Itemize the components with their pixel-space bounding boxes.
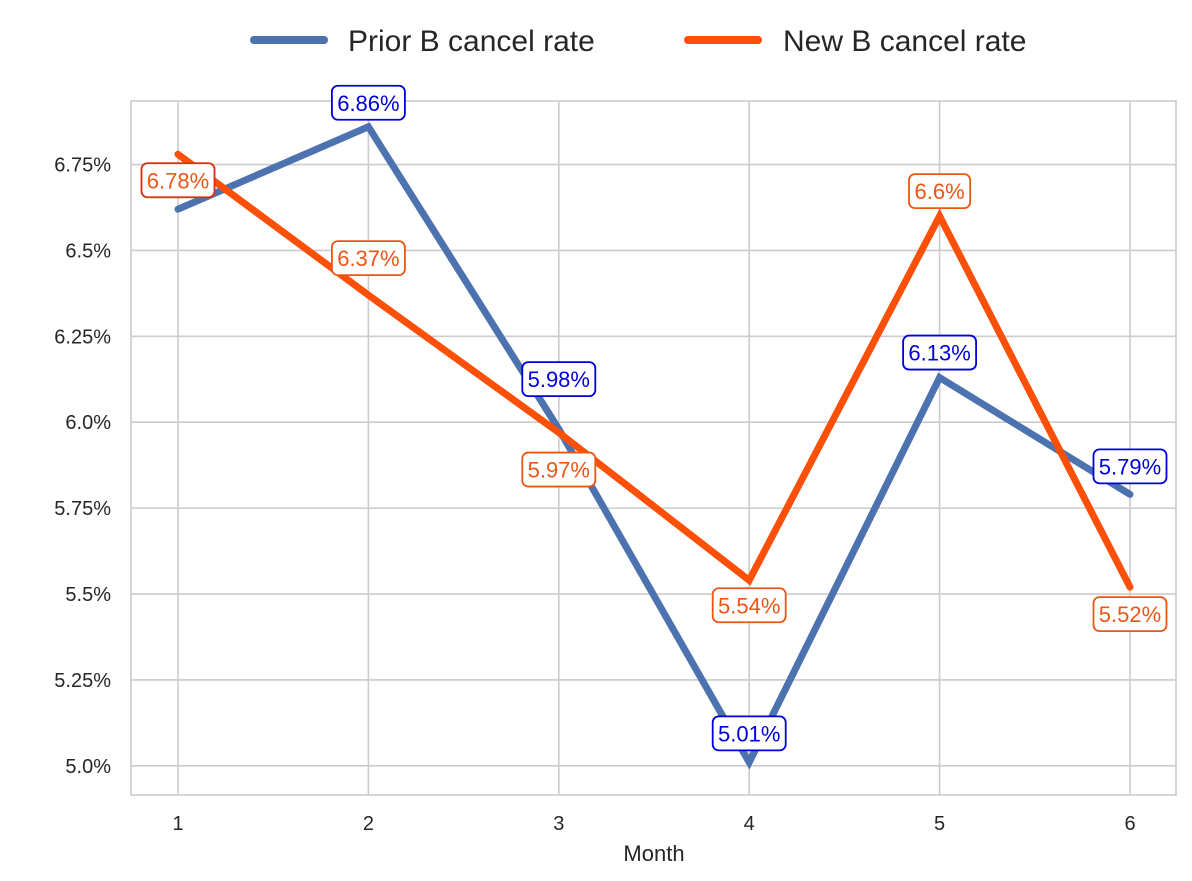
series-lines xyxy=(174,122,1134,770)
y-tick-label: 6.25% xyxy=(54,326,111,348)
data-label-new: 6.6% xyxy=(908,173,972,209)
x-tick-label: 2 xyxy=(363,813,374,835)
data-label-text: 5.54% xyxy=(718,593,780,618)
data-label-new: 5.54% xyxy=(711,587,787,624)
data-label-text: 6.13% xyxy=(908,341,970,366)
gridlines xyxy=(131,101,1176,795)
data-label-prior: 5.01% xyxy=(711,715,787,752)
data-label-box xyxy=(1092,596,1168,633)
legend-label: Prior B cancel rate xyxy=(348,25,595,58)
plot-frame xyxy=(130,100,1177,796)
x-tick-label: 4 xyxy=(744,813,755,835)
data-label-prior: 6.86% xyxy=(330,84,406,121)
data-label-text: 6.78% xyxy=(147,168,209,193)
data-label-box xyxy=(330,240,406,277)
data-label-new: 5.52% xyxy=(1092,596,1168,633)
legend-item-prior: Prior B cancel rate xyxy=(250,25,595,58)
legend-label: New B cancel rate xyxy=(783,25,1026,58)
data-label-box xyxy=(521,451,597,488)
data-label-text: 5.97% xyxy=(528,458,590,483)
legend-item-new: New B cancel rate xyxy=(684,25,1026,58)
y-tick-label: 6.5% xyxy=(65,240,111,262)
axis-ticks: 1 2 3 4 5 6 5.0% 5.25% 5.5% 5.75% 6.0% 6.25% 6.5% 6.7… xyxy=(54,155,1135,835)
x-tick-label: 6 xyxy=(1124,813,1135,835)
data-label-new: 6.78% xyxy=(140,162,216,199)
data-label-new: 6.37% xyxy=(330,240,406,277)
x-axis-title: Month xyxy=(623,841,684,866)
data-label-box xyxy=(1092,448,1168,485)
data-label-text: 5.01% xyxy=(718,721,780,746)
data-labels: 6.86% 5.98% 5.01% 6.13% 5.79% 6.78% 6.37% 5.97%… xyxy=(140,84,1168,752)
y-tick-label: 5.5% xyxy=(65,584,111,606)
y-tick-label: 5.0% xyxy=(65,756,111,778)
data-label-box xyxy=(902,334,977,371)
data-label-box xyxy=(521,361,597,398)
data-label-text: 5.98% xyxy=(528,367,590,392)
data-label-text: 6.6% xyxy=(915,179,965,204)
y-tick-label: 5.75% xyxy=(54,498,111,520)
data-label-text: 5.52% xyxy=(1099,602,1161,627)
data-label-text: 6.86% xyxy=(337,91,399,116)
x-tick-label: 3 xyxy=(553,813,564,835)
data-label-prior: 5.79% xyxy=(1092,448,1168,485)
data-label-text: 5.79% xyxy=(1099,454,1161,479)
y-tick-label: 6.75% xyxy=(54,155,111,177)
data-label-box xyxy=(908,173,972,209)
data-label-box xyxy=(330,84,406,121)
data-label-text: 6.37% xyxy=(337,246,399,271)
legend: Prior B cancel rate New B cancel rate xyxy=(250,25,1026,58)
data-label-box xyxy=(711,587,787,624)
data-label-prior: 5.98% xyxy=(521,361,597,398)
y-tick-label: 5.25% xyxy=(54,670,111,692)
data-label-new: 5.97% xyxy=(521,451,597,488)
x-tick-label: 1 xyxy=(172,813,183,835)
series-line-prior xyxy=(174,122,1134,770)
data-label-prior: 6.13% xyxy=(902,334,977,371)
y-tick-label: 6.0% xyxy=(65,412,111,434)
x-tick-label: 5 xyxy=(934,813,945,835)
data-label-box xyxy=(711,715,787,752)
data-label-box xyxy=(140,162,216,199)
series-line-new xyxy=(174,150,1134,591)
